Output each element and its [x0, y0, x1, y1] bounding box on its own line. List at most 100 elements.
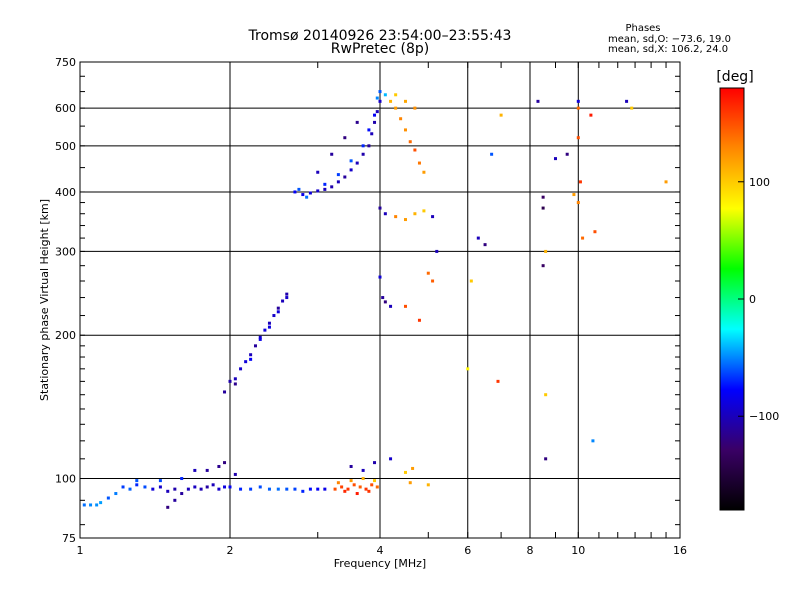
data-point [323, 487, 327, 491]
data-point [158, 479, 162, 483]
colorbar-ticks: 100 0 −100 [738, 176, 779, 423]
data-point [375, 485, 379, 489]
x-tick-label: 4 [377, 544, 384, 557]
data-point [417, 318, 421, 322]
data-point [367, 128, 371, 132]
data-point [263, 328, 267, 332]
data-point [253, 344, 257, 348]
data-point [541, 206, 545, 210]
y-tick-label: 400 [55, 186, 76, 199]
x-axis-ticks: 1 2 4 6 8 10 16 [77, 62, 687, 557]
data-point [330, 185, 334, 189]
data-point [426, 271, 430, 275]
data-point [403, 128, 407, 132]
legend-line-o: mean, sd,O: −73.6, 19.0 [608, 34, 731, 45]
data-point [217, 464, 221, 468]
data-point [591, 439, 595, 443]
data-point [336, 173, 340, 177]
data-point [355, 492, 359, 496]
x-tick-label: 6 [464, 544, 471, 557]
data-point [276, 306, 280, 310]
data-point [114, 492, 118, 496]
data-point [258, 335, 262, 339]
data-point [355, 120, 359, 124]
data-point [361, 477, 365, 481]
data-point [258, 337, 262, 341]
data-point [205, 468, 209, 472]
y-tick-label: 100 [55, 473, 76, 486]
data-point [536, 99, 540, 103]
data-point [340, 485, 344, 489]
data-point [293, 487, 297, 491]
data-point [308, 191, 312, 195]
data-point [544, 249, 548, 253]
data-point [223, 461, 227, 465]
data-point [408, 481, 412, 485]
data-point [394, 215, 398, 219]
y-tick-label: 500 [55, 140, 76, 153]
chart-subtitle: RwPretec (8p) [331, 41, 429, 57]
data-point [285, 487, 289, 491]
data-point [352, 483, 356, 487]
data-point [581, 236, 585, 240]
data-point [593, 230, 597, 234]
data-point [426, 483, 430, 487]
data-point [223, 485, 227, 489]
x-tick-label: 2 [227, 544, 234, 557]
data-point [193, 485, 197, 489]
data-point [383, 212, 387, 216]
data-point [411, 466, 415, 470]
data-point [565, 152, 569, 156]
data-point [276, 487, 280, 491]
data-point [431, 279, 435, 283]
data-point [625, 99, 629, 103]
data-point [553, 157, 557, 161]
data-point [180, 492, 184, 496]
data-point [378, 206, 382, 210]
data-point [267, 321, 271, 325]
data-point [364, 487, 368, 491]
data-point [355, 161, 359, 165]
data-point [158, 485, 162, 489]
x-tick-label: 8 [527, 544, 534, 557]
data-point [544, 393, 548, 397]
data-point [244, 360, 248, 364]
data-point [199, 487, 203, 491]
data-point [349, 168, 353, 172]
colorbar-tick-label: 0 [749, 293, 756, 306]
data-point [373, 113, 377, 117]
data-point [293, 190, 297, 194]
data-point [373, 461, 377, 465]
data-point [281, 299, 285, 303]
data-point [466, 367, 470, 371]
data-point [128, 487, 132, 491]
data-point [576, 99, 580, 103]
data-point [217, 487, 221, 491]
y-tick-label: 750 [55, 56, 76, 69]
data-point [435, 249, 439, 253]
data-point [166, 489, 170, 493]
data-point [544, 457, 548, 461]
data-point [323, 187, 327, 191]
data-point [258, 485, 262, 489]
data-point [343, 175, 347, 179]
data-point [378, 90, 382, 94]
grid-lines [80, 62, 680, 538]
data-point [541, 195, 545, 199]
data-point [308, 487, 312, 491]
data-point [490, 152, 494, 156]
data-point [333, 487, 337, 491]
data-point [370, 132, 374, 136]
data-point [408, 140, 412, 144]
data-point [422, 209, 426, 213]
data-point [135, 483, 139, 487]
data-point [180, 477, 184, 481]
data-point [541, 264, 545, 268]
data-point [572, 193, 576, 197]
legend-title: Phases [625, 23, 660, 34]
data-point [272, 314, 276, 318]
data-point [375, 96, 379, 100]
data-point [151, 487, 155, 491]
data-point [413, 212, 417, 216]
